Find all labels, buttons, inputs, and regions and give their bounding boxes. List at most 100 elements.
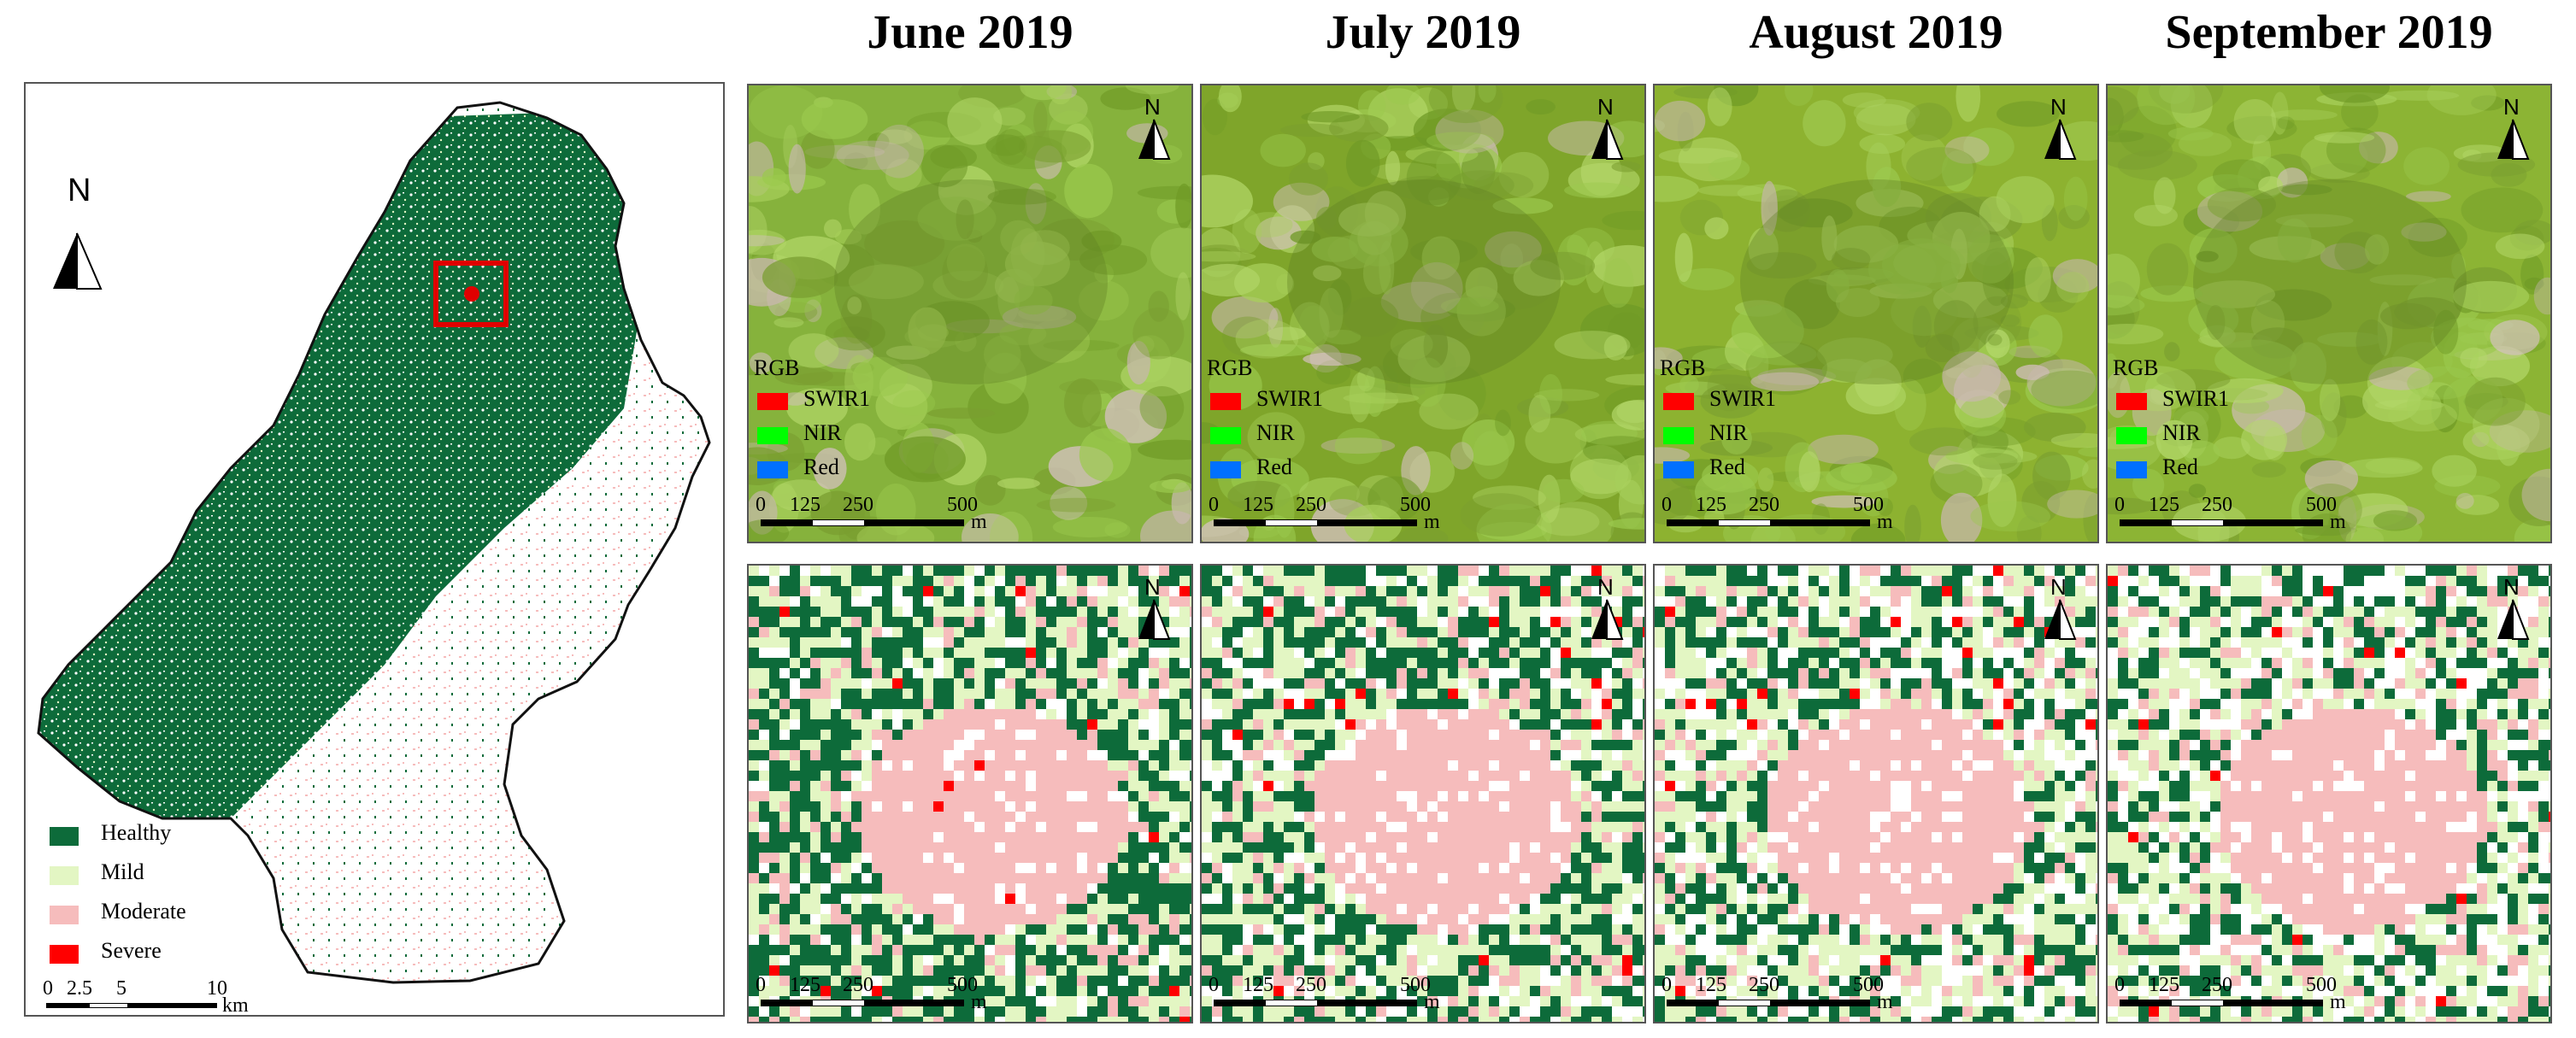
severity-map-panel-september: N 0 125 250 500 m	[2106, 564, 2552, 1023]
panel-scale-bar: 0 125 250 500 m	[1209, 974, 1567, 1017]
severity-raster	[2108, 566, 2550, 1022]
legend-swatch-mild	[50, 866, 79, 885]
rgb-label-red: Red	[2162, 454, 2198, 479]
north-label: N	[1597, 94, 1614, 120]
panel-scale-tick-2: 250	[1296, 974, 1326, 996]
panel-scale-unit: m	[1877, 511, 1893, 533]
legend-label-mild: Mild	[101, 859, 144, 884]
rgb-swatch-nir	[757, 427, 788, 444]
panel-scale-bar: 0 125 250 500 m	[2114, 494, 2473, 537]
north-arrow-icon	[1138, 599, 1171, 640]
panel-scale-tick-2: 250	[2202, 494, 2232, 516]
panel-scale-tick-1: 125	[790, 974, 820, 996]
healthy-forest-zone	[38, 109, 641, 853]
rgb-swatch-swir1	[1663, 393, 1694, 410]
inset-location-box	[433, 261, 509, 327]
rgb-label-red: Red	[1709, 454, 1745, 479]
severity-map-panel-june: N 0 125 250 500 m	[747, 564, 1193, 1023]
overview-scale-tick-0: 0	[43, 977, 53, 1000]
north-label: N	[2050, 574, 2067, 600]
panel-scale-tick-2: 250	[843, 494, 873, 516]
panel-scale-bar: 0 125 250 500 m	[1661, 494, 2020, 537]
legend-label-moderate: Moderate	[101, 899, 186, 924]
panel-scale-bar: 0 125 250 500 m	[2114, 974, 2473, 1017]
rgb-swatch-red	[2116, 461, 2147, 478]
rgb-swatch-swir1	[757, 393, 788, 410]
rgb-legend-title: RGB	[1207, 355, 1253, 380]
panel-scale-tick-1: 125	[1243, 974, 1273, 996]
north-label: N	[2503, 574, 2520, 600]
panel-scale-tick-0: 0	[2114, 494, 2125, 516]
severity-raster	[749, 566, 1191, 1022]
month-title-august: August 2019	[1749, 6, 2003, 59]
north-arrow-icon	[53, 232, 103, 290]
rgb-label-nir: NIR	[2162, 420, 2201, 445]
north-arrow-icon	[2497, 119, 2530, 160]
panel-scale-tick-0: 0	[1209, 974, 1219, 996]
panel-scale-unit: m	[1877, 991, 1893, 1013]
severity-map-panel-august: N 0 125 250 500 m	[1653, 564, 2099, 1023]
legend-swatch-healthy	[50, 827, 79, 846]
overview-scale-tick-10: 10	[207, 977, 227, 1000]
rgb-label-swir1: SWIR1	[1709, 386, 1776, 411]
overview-map: N Healthy Mild Moderate Severe 0 2.5 5 1…	[24, 82, 725, 1017]
north-arrow-icon	[2044, 599, 2077, 640]
rgb-legend: RGB SWIR1 NIR Red	[1660, 355, 1814, 479]
panel-scale-tick-1: 125	[1696, 494, 1726, 516]
rgb-label-swir1: SWIR1	[803, 386, 870, 411]
panel-scale-tick-3: 500	[1400, 494, 1431, 516]
panel-scale-tick-3: 500	[2306, 974, 2337, 996]
north-arrow-icon	[2044, 119, 2077, 160]
panel-scale-tick-1: 125	[2149, 974, 2179, 996]
panel-scale-tick-0: 0	[1661, 974, 1672, 996]
rgb-label-red: Red	[1256, 454, 1292, 479]
north-arrow-icon	[2497, 599, 2530, 640]
rgb-legend: RGB SWIR1 NIR Red	[754, 355, 908, 479]
panel-scale-tick-0: 0	[2114, 974, 2125, 996]
rgb-legend: RGB SWIR1 NIR Red	[1207, 355, 1361, 479]
rgb-swatch-red	[757, 461, 788, 478]
panel-scale-tick-0: 0	[756, 494, 766, 516]
month-title-june: June 2019	[867, 6, 1073, 59]
panel-scale-tick-3: 500	[1400, 974, 1431, 996]
severity-map-panel-july: N 0 125 250 500 m	[1200, 564, 1646, 1023]
panel-scale-unit: m	[971, 991, 987, 1013]
north-label: N	[1144, 574, 1161, 600]
rgb-swatch-swir1	[2116, 393, 2147, 410]
rgb-swatch-nir	[1663, 427, 1694, 444]
north-arrow-icon	[1138, 119, 1171, 160]
legend-swatch-moderate	[50, 906, 79, 924]
north-label: N	[2050, 94, 2067, 120]
north-label: N	[2503, 94, 2520, 120]
panel-scale-tick-2: 250	[1296, 494, 1326, 516]
panel-scale-tick-0: 0	[1661, 494, 1672, 516]
panel-scale-tick-1: 125	[2149, 494, 2179, 516]
severity-raster	[1202, 566, 1644, 1022]
panel-scale-unit: m	[971, 511, 987, 533]
rgb-image	[749, 85, 1191, 542]
overview-map-svg	[37, 101, 711, 984]
overview-scale-tick-5: 5	[116, 977, 126, 1000]
overview-scale-bar: 0 2.5 5 10 km	[43, 977, 265, 1017]
north-label: N	[1144, 94, 1161, 120]
rgb-label-red: Red	[803, 454, 839, 479]
panel-scale-tick-3: 500	[947, 494, 978, 516]
rgb-legend-title: RGB	[754, 355, 800, 380]
panel-scale-tick-0: 0	[756, 974, 766, 996]
panel-scale-bar: 0 125 250 500 m	[1209, 494, 1567, 537]
panel-scale-tick-3: 500	[1853, 974, 1884, 996]
north-arrow-icon	[1591, 119, 1624, 160]
rgb-composite-panel-june: N RGB SWIR1 NIR Red 0 125 250 500 m	[747, 84, 1193, 543]
rgb-legend-title: RGB	[2113, 355, 2159, 380]
inset-location-dot	[464, 286, 479, 302]
panel-scale-tick-3: 500	[2306, 494, 2337, 516]
panel-scale-unit: m	[2330, 511, 2346, 533]
legend-label-healthy: Healthy	[101, 820, 172, 845]
legend-swatch-severe	[50, 945, 79, 964]
panel-scale-unit: m	[2330, 991, 2346, 1013]
panel-scale-tick-2: 250	[1749, 494, 1779, 516]
rgb-label-nir: NIR	[803, 420, 842, 445]
panel-scale-bar: 0 125 250 500 m	[756, 494, 1115, 537]
panel-scale-tick-2: 250	[2202, 974, 2232, 996]
rgb-legend-title: RGB	[1660, 355, 1706, 380]
